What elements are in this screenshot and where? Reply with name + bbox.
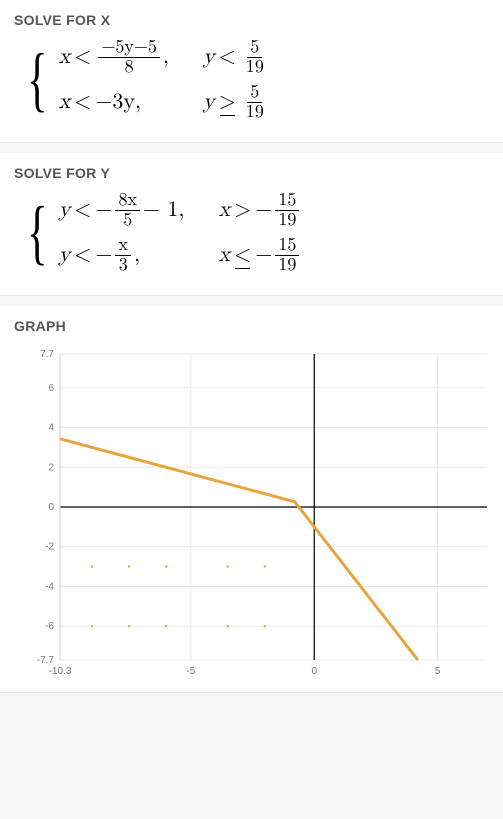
svg-text:-5: -5: [186, 666, 195, 677]
num: x: [115, 236, 131, 256]
den: 19: [243, 58, 267, 77]
den: 19: [243, 103, 267, 122]
solve-for-x-section: SOLVE FOR X { x < −5y−5 8 , y < 5 19: [0, 0, 503, 143]
sx-r2-left: x < −3y,: [59, 89, 169, 115]
tail: − 1,: [143, 197, 185, 223]
sx-r1-left: x < −5y−5 8 ,: [59, 38, 169, 77]
num: 5: [247, 83, 262, 103]
sy-r1-right: x > − 15 19: [219, 191, 303, 230]
frac: 5 19: [243, 83, 267, 122]
den: 19: [275, 256, 299, 275]
svg-text:-10.3: -10.3: [49, 666, 72, 677]
neg: −: [255, 242, 272, 268]
rhs-plain: −3y,: [95, 89, 141, 115]
sy-r2-right: x < − 15 19: [219, 236, 303, 275]
neg: −: [255, 197, 272, 223]
rel-lt: <: [74, 197, 91, 223]
solve-for-y-section: SOLVE FOR Y { y < − 8x 5 − 1, x > − 15: [0, 153, 503, 296]
tail: ,: [134, 242, 140, 268]
solve-for-x-math: { x < −5y−5 8 , y < 5 19: [14, 38, 489, 122]
left-brace-icon: {: [27, 51, 48, 109]
var-x: x: [219, 242, 231, 268]
den: 3: [116, 256, 131, 275]
svg-text:-6: -6: [45, 621, 54, 632]
num: 15: [275, 191, 299, 211]
den: 19: [275, 211, 299, 230]
svg-text:2: 2: [48, 462, 54, 473]
rel-geq: >: [219, 89, 236, 115]
frac: 15 19: [275, 236, 299, 275]
rel-lt: <: [74, 44, 91, 70]
den: 8: [122, 58, 137, 77]
svg-text:-7.7: -7.7: [37, 655, 55, 666]
rel-lt: <: [74, 242, 91, 268]
svg-text:7.7: 7.7: [40, 349, 54, 360]
sy-r2-left: y < − x 3 ,: [59, 236, 185, 275]
num: 8x: [115, 191, 140, 211]
svg-text:-4: -4: [45, 581, 54, 592]
solve-for-x-title: SOLVE FOR X: [14, 12, 489, 28]
frac: x 3: [115, 236, 131, 275]
solve-for-y-math: { y < − 8x 5 − 1, x > − 15 19: [14, 191, 489, 275]
frac: 8x 5: [115, 191, 140, 230]
frac: 15 19: [275, 191, 299, 230]
neg: −: [95, 242, 112, 268]
svg-text:0: 0: [311, 666, 317, 677]
var-y: y: [59, 242, 71, 268]
rel-lt: <: [74, 89, 91, 115]
chart-svg: 7.7 6 4 2 0 -2 -4 -6 -7.7-10.3 -5 0 5: [22, 344, 497, 684]
rel-gt: >: [234, 197, 251, 223]
var-x: x: [219, 197, 231, 223]
svg-text:5: 5: [435, 666, 441, 677]
frac: 5 19: [243, 38, 267, 77]
var-x: x: [59, 44, 71, 70]
sx-r2-right: y > 5 19: [203, 83, 270, 122]
svg-text:4: 4: [48, 422, 54, 433]
num: 15: [275, 236, 299, 256]
var-y: y: [59, 197, 71, 223]
svg-text:-2: -2: [45, 541, 54, 552]
solve-y-cases: y < − 8x 5 − 1, x > − 15 19: [59, 191, 303, 275]
graph-title: GRAPH: [14, 318, 489, 334]
num: 5: [247, 38, 262, 58]
svg-text:6: 6: [48, 382, 54, 393]
graph-section: GRAPH 7.7 6 4 2 0 -2 -4 -6 -7.7-10.3 -5 0 5: [0, 306, 503, 693]
comma: ,: [163, 44, 169, 70]
var-y: y: [203, 89, 215, 115]
sx-r1-right: y < 5 19: [203, 38, 270, 77]
left-brace-icon: {: [27, 204, 48, 262]
rel-lt: <: [219, 44, 236, 70]
num: −5y−5: [98, 38, 160, 58]
sy-r1-left: y < − 8x 5 − 1,: [59, 191, 185, 230]
graph-container: 7.7 6 4 2 0 -2 -4 -6 -7.7-10.3 -5 0 5: [14, 344, 489, 684]
svg-text:0: 0: [48, 502, 54, 513]
den: 5: [120, 211, 135, 230]
frac: −5y−5 8: [98, 38, 160, 77]
rel-leq: <: [234, 242, 251, 268]
solve-for-y-title: SOLVE FOR Y: [14, 165, 489, 181]
var-x: x: [59, 89, 71, 115]
var-y: y: [203, 44, 215, 70]
solve-x-cases: x < −5y−5 8 , y < 5 19 x <: [59, 38, 270, 122]
neg: −: [95, 197, 112, 223]
